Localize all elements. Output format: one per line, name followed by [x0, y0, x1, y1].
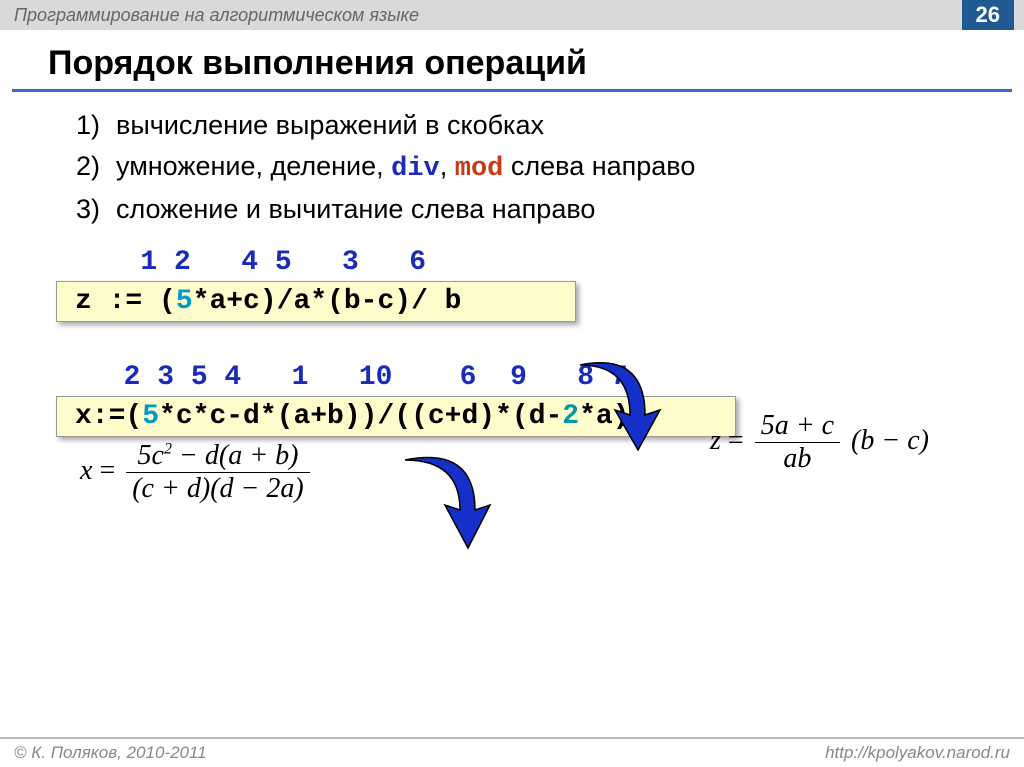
- rule-number: 1): [76, 110, 116, 141]
- formula-z: z = 5a + c ab (b − c): [710, 410, 929, 475]
- rules-section: 1) вычисление выражений в скобках 2) умн…: [0, 110, 1024, 225]
- arrow-icon: [390, 450, 530, 560]
- keyword-div: div: [391, 154, 440, 184]
- rule-item: 3) сложение и вычитание слева направо: [76, 194, 984, 225]
- operation-order-1: 1 2 4 5 3 6: [90, 247, 1024, 278]
- rule-text: вычисление выражений в скобках: [116, 110, 544, 141]
- rule-item: 2) умножение, деление, div, mod слева на…: [76, 151, 984, 184]
- rule-text: умножение, деление, div, mod слева напра…: [116, 151, 695, 184]
- literal: 5: [142, 401, 159, 432]
- slide-footer: © К. Поляков, 2010-2011 http://kpolyakov…: [0, 737, 1024, 767]
- rule-text: сложение и вычитание слева направо: [116, 194, 595, 225]
- subject-label: Программирование на алгоритмическом язык…: [14, 5, 419, 26]
- slide-header: Программирование на алгоритмическом язык…: [0, 0, 1024, 30]
- arrow-icon: [560, 360, 700, 460]
- slide-title: Порядок выполнения операций: [12, 30, 1012, 92]
- rule-number: 3): [76, 194, 116, 225]
- operation-order-2: 2 3 5 4 1 10 6 9 8 7: [90, 362, 1024, 393]
- page-number: 26: [962, 0, 1014, 30]
- rules-list: 1) вычисление выражений в скобках 2) умн…: [56, 110, 984, 225]
- copyright: © К. Поляков, 2010-2011: [14, 743, 207, 763]
- keyword-mod: mod: [455, 154, 504, 184]
- rule-number: 2): [76, 151, 116, 184]
- footer-url: http://kpolyakov.narod.ru: [825, 743, 1010, 763]
- rule-item: 1) вычисление выражений в скобках: [76, 110, 984, 141]
- code-example-1: z := (5*a+c)/a*(b-c)/ b: [56, 281, 576, 322]
- literal: 5: [176, 286, 193, 317]
- formula-x: x = 5c2 − d(a + b) (c + d)(d − 2a): [80, 440, 314, 505]
